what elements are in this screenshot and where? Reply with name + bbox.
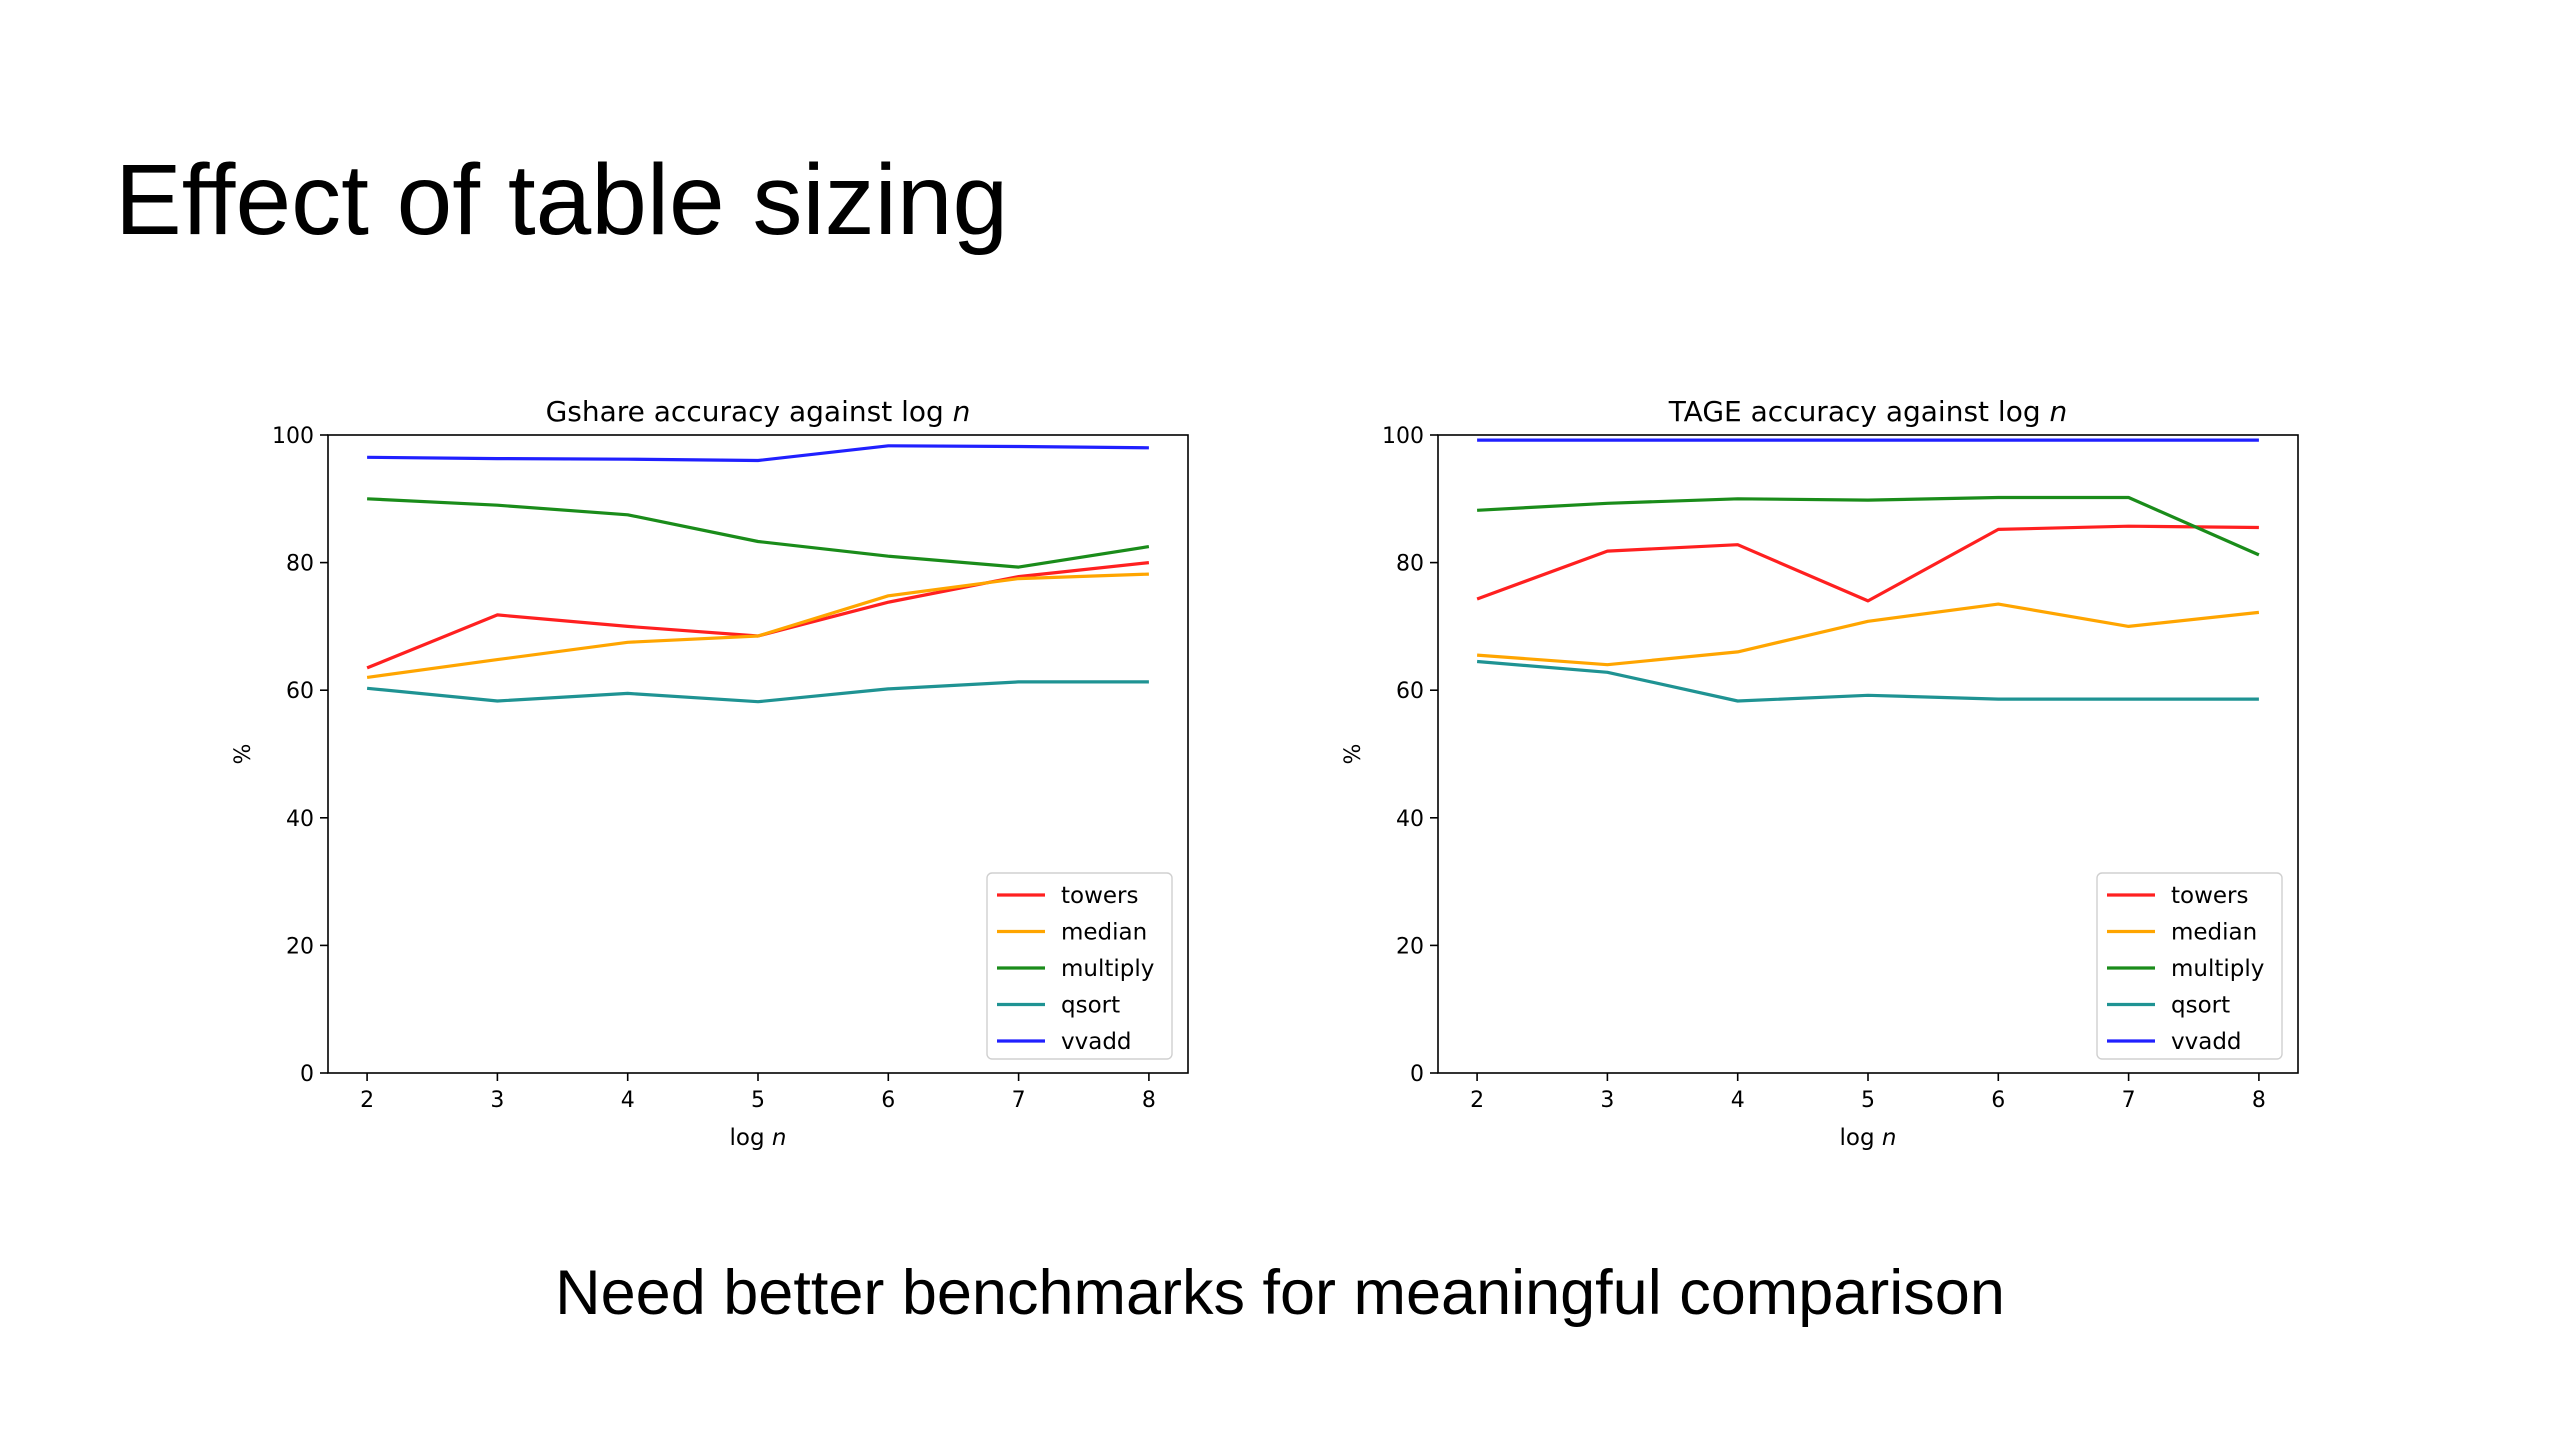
legend-item-towers: towers [997,883,1139,909]
legend-item-qsort: qsort [997,993,1120,1019]
x-tick-label: 8 [2252,1088,2266,1113]
slide-subtitle: Need better benchmarks for meaningful co… [555,1258,2005,1328]
y-tick-label: 80 [1396,552,1424,577]
y-tick-label: 0 [1410,1062,1424,1087]
chart-title: Gshare accuracy against log n [546,395,971,428]
x-tick-label: 8 [1142,1088,1156,1113]
chart-title-text: TAGE accuracy against log [1668,395,2050,428]
y-axis-label: % [1341,744,1366,765]
y-tick-label: 20 [286,934,314,959]
series-line-multiply [1477,495,2260,557]
y-tick-label: 80 [286,552,314,577]
legend-label: qsort [2171,993,2230,1019]
x-tick-label: 5 [1861,1088,1875,1113]
x-axis-label-text: log [730,1125,772,1151]
x-tick-label: 6 [1991,1088,2005,1113]
x-axis-label-text: log [1840,1125,1882,1151]
x-tick-label: 2 [360,1088,374,1113]
legend-item-towers: towers [2107,883,2249,909]
x-tick-label: 4 [1731,1088,1745,1113]
legend-label: multiply [1061,956,1154,982]
legend-box [986,872,1173,1060]
x-tick-label: 7 [2122,1088,2136,1113]
x-axis-label-var: n [1882,1125,1897,1151]
legend-label: towers [1061,883,1139,909]
legend-item-multiply: multiply [997,956,1154,982]
x-tick-label: 5 [751,1088,765,1113]
gshare-chart: Gshare accuracy against log n 0 20 40 60 80 10… [231,395,1189,1151]
x-tick-label: 6 [881,1088,895,1113]
legend-item-qsort: qsort [2107,993,2230,1019]
y-axis-label: % [231,744,256,765]
series-line-median [1476,602,2260,667]
slide-title: Effect of table sizing [115,144,1009,256]
legend-label: qsort [1061,993,1120,1019]
legend: towers median multiply qsort vvadd [2096,872,2283,1060]
x-tick-label: 7 [1012,1088,1026,1113]
x-tick-label: 4 [621,1088,635,1113]
legend-box [2096,872,2283,1060]
chart-title-text: Gshare accuracy against log [546,395,953,428]
series-line-towers [1476,524,2259,603]
legend-item-vvadd: vvadd [2107,1029,2242,1055]
legend-item-median: median [997,920,1147,946]
x-tick-label: 2 [1470,1088,1484,1113]
chart-title: TAGE accuracy against log n [1668,395,2068,428]
legend-item-vvadd: vvadd [997,1029,1132,1055]
x-tick-label: 3 [1600,1088,1614,1113]
y-tick-label: 100 [1382,424,1424,449]
legend-label: towers [2171,883,2249,909]
series-line-multiply [367,497,1150,569]
chart-title-var: n [953,395,971,428]
series-line-qsort [366,680,1149,704]
series-line-vvadd [367,444,1149,463]
y-tick-label: 100 [272,424,314,449]
y-tick-label: 0 [300,1062,314,1087]
legend-label: median [2171,920,2257,946]
y-tick-label: 40 [1396,807,1424,832]
x-axis-label: log n [1840,1125,1897,1151]
legend: towers median multiply qsort vvadd [986,872,1173,1060]
legend-label: vvadd [1061,1029,1132,1055]
y-tick-label: 20 [1396,934,1424,959]
legend-item-median: median [2107,920,2257,946]
x-axis-label-var: n [772,1125,787,1151]
x-axis-label: log n [730,1125,787,1151]
y-tick-label: 40 [286,807,314,832]
tage-chart: TAGE accuracy against log n 0 20 40 60 80 100 2… [1341,395,2299,1151]
y-tick-label: 60 [286,679,314,704]
legend-item-multiply: multiply [2107,956,2264,982]
series-line-qsort [1476,659,2259,703]
legend-label: multiply [2171,956,2264,982]
legend-label: median [1061,920,1147,946]
x-tick-label: 3 [490,1088,504,1113]
y-tick-label: 60 [1396,679,1424,704]
legend-label: vvadd [2171,1029,2242,1055]
chart-title-var: n [2050,395,2068,428]
series-line-median [366,572,1149,679]
